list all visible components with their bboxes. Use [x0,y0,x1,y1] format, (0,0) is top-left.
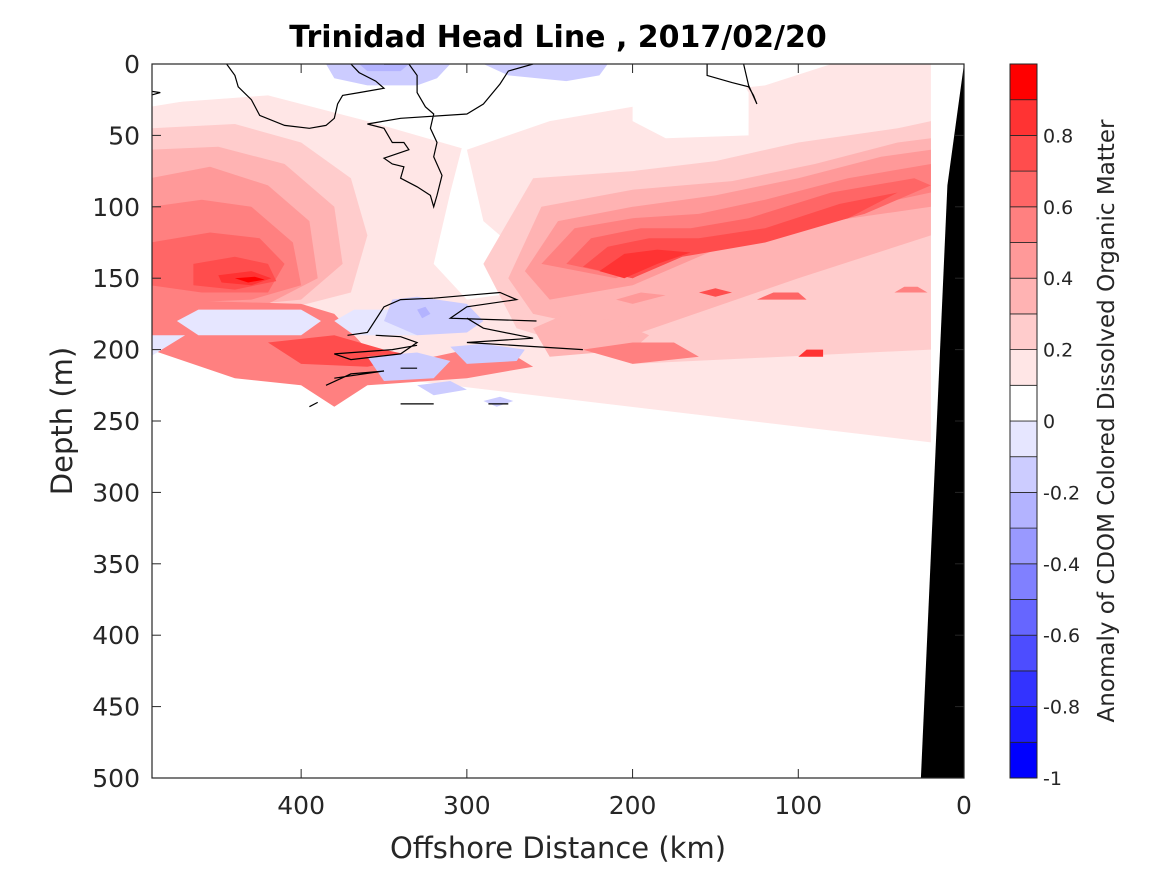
y-tick-label: 50 [108,121,140,150]
colorbar-frame [1009,63,1038,779]
negative-anomaly [367,352,451,381]
no-data-gap [152,335,186,356]
x-tick-label: 100 [774,791,822,820]
y-tick-label: 0 [124,50,140,79]
x-tick-label: 400 [277,791,325,820]
y-tick-label: 450 [92,693,140,722]
contour-fill-layer [152,64,931,443]
colorbar-band [1009,706,1038,743]
zero-contour-line [334,334,419,361]
x-tick-label: 300 [443,791,491,820]
colorbar-band [1009,349,1038,386]
contour-region-fragment [798,349,824,357]
y-axis: 0 50 100 150 200 250 300 350 400 450 500 [92,50,964,793]
contour-region-fragment [616,292,666,304]
colorbar-tick-label: -0.4 [1043,554,1080,576]
x-axis: 400 300 200 100 0 [277,64,972,820]
colorbar: -1 -0.8 -0.6 -0.4 -0.2 0 0.2 0.4 0.6 0.8 [1009,63,1080,790]
colorbar-band [1009,170,1038,208]
negative-anomaly [450,343,525,364]
colorbar-tick-label: -0.6 [1043,625,1080,647]
zero-contour-line [367,64,534,209]
zero-contour-line [433,291,537,322]
y-tick-label: 100 [92,193,140,222]
y-tick-label: 350 [92,550,140,579]
negative-anomaly [326,64,451,86]
y-tick-label: 400 [92,621,140,650]
colorbar-band [1009,420,1038,458]
colorbar-tick-label: -0.8 [1043,697,1080,719]
y-tick-label: 500 [92,764,140,793]
colorbar-tick-label: 0.6 [1043,197,1073,219]
colorbar-tick-label: 0.4 [1043,268,1073,290]
zero-contour-lines [152,64,758,408]
y-tick-label: 150 [92,264,140,293]
colorbar-band [1009,313,1038,350]
zero-contour-line [706,64,758,105]
colorbar-band [1009,63,1038,101]
colorbar-band [1009,99,1038,136]
x-tick-label: 200 [609,791,657,820]
colorbar-band [1009,206,1038,243]
negative-anomaly [384,296,484,336]
colorbar-band [1009,384,1038,422]
contour-region-fragment [698,288,732,297]
contour-region-zero [632,64,749,139]
y-axis-label: Depth (m) [45,347,79,495]
contour-region-zero [152,78,194,107]
colorbar-band [1009,599,1038,636]
plot-area [152,64,964,778]
colorbar-band [1009,456,1038,493]
colorbar-tick-label: -0.2 [1043,482,1080,504]
negative-anomaly [417,306,431,319]
colorbar-band [1009,527,1038,565]
contour-region-fragment [582,342,699,364]
colorbar-tick-label: 0.2 [1043,340,1073,362]
zero-contour-line [152,90,161,96]
colorbar-band [1009,670,1038,708]
bathymetry-shelf [920,64,964,778]
colorbar-tick-label: 0.8 [1043,125,1073,147]
contour-region-0.9 [234,276,265,283]
contour-region-fragment [756,292,807,300]
colorbar-tick-label: 0 [1043,411,1055,433]
zero-contour-line [325,370,385,386]
colorbar-band [1009,491,1038,529]
colorbar-band [1009,242,1038,279]
colorbar-label: Anomaly of CDOM Colored Dissolved Organi… [1094,119,1120,722]
colorbar-band [1009,634,1038,672]
colorbar-band [1009,741,1038,779]
zero-contour-line [226,64,386,129]
x-tick-label: 0 [956,791,972,820]
colorbar-band [1009,134,1038,172]
negative-anomaly [483,64,608,82]
chart-title: Trinidad Head Line , 2017/02/20 [289,20,826,55]
colorbar-tick-label: -1 [1043,768,1062,790]
contour-region-0.8 [599,249,691,279]
zero-contour-line [466,317,583,351]
zero-contour-line [309,401,318,408]
colorbar-band [1009,563,1038,600]
contour-region-fragment [894,286,928,293]
negative-anomaly [417,381,467,396]
contour-region-zero [201,64,732,129]
no-data-gap [176,309,321,336]
y-tick-label: 300 [92,478,140,507]
colorbar-band [1009,277,1038,315]
x-axis-label: Offshore Distance (km) [390,831,726,865]
negative-anomaly [359,64,409,72]
zero-contour-line [347,297,434,336]
y-tick-label: 250 [92,407,140,436]
y-tick-label: 200 [92,336,140,365]
